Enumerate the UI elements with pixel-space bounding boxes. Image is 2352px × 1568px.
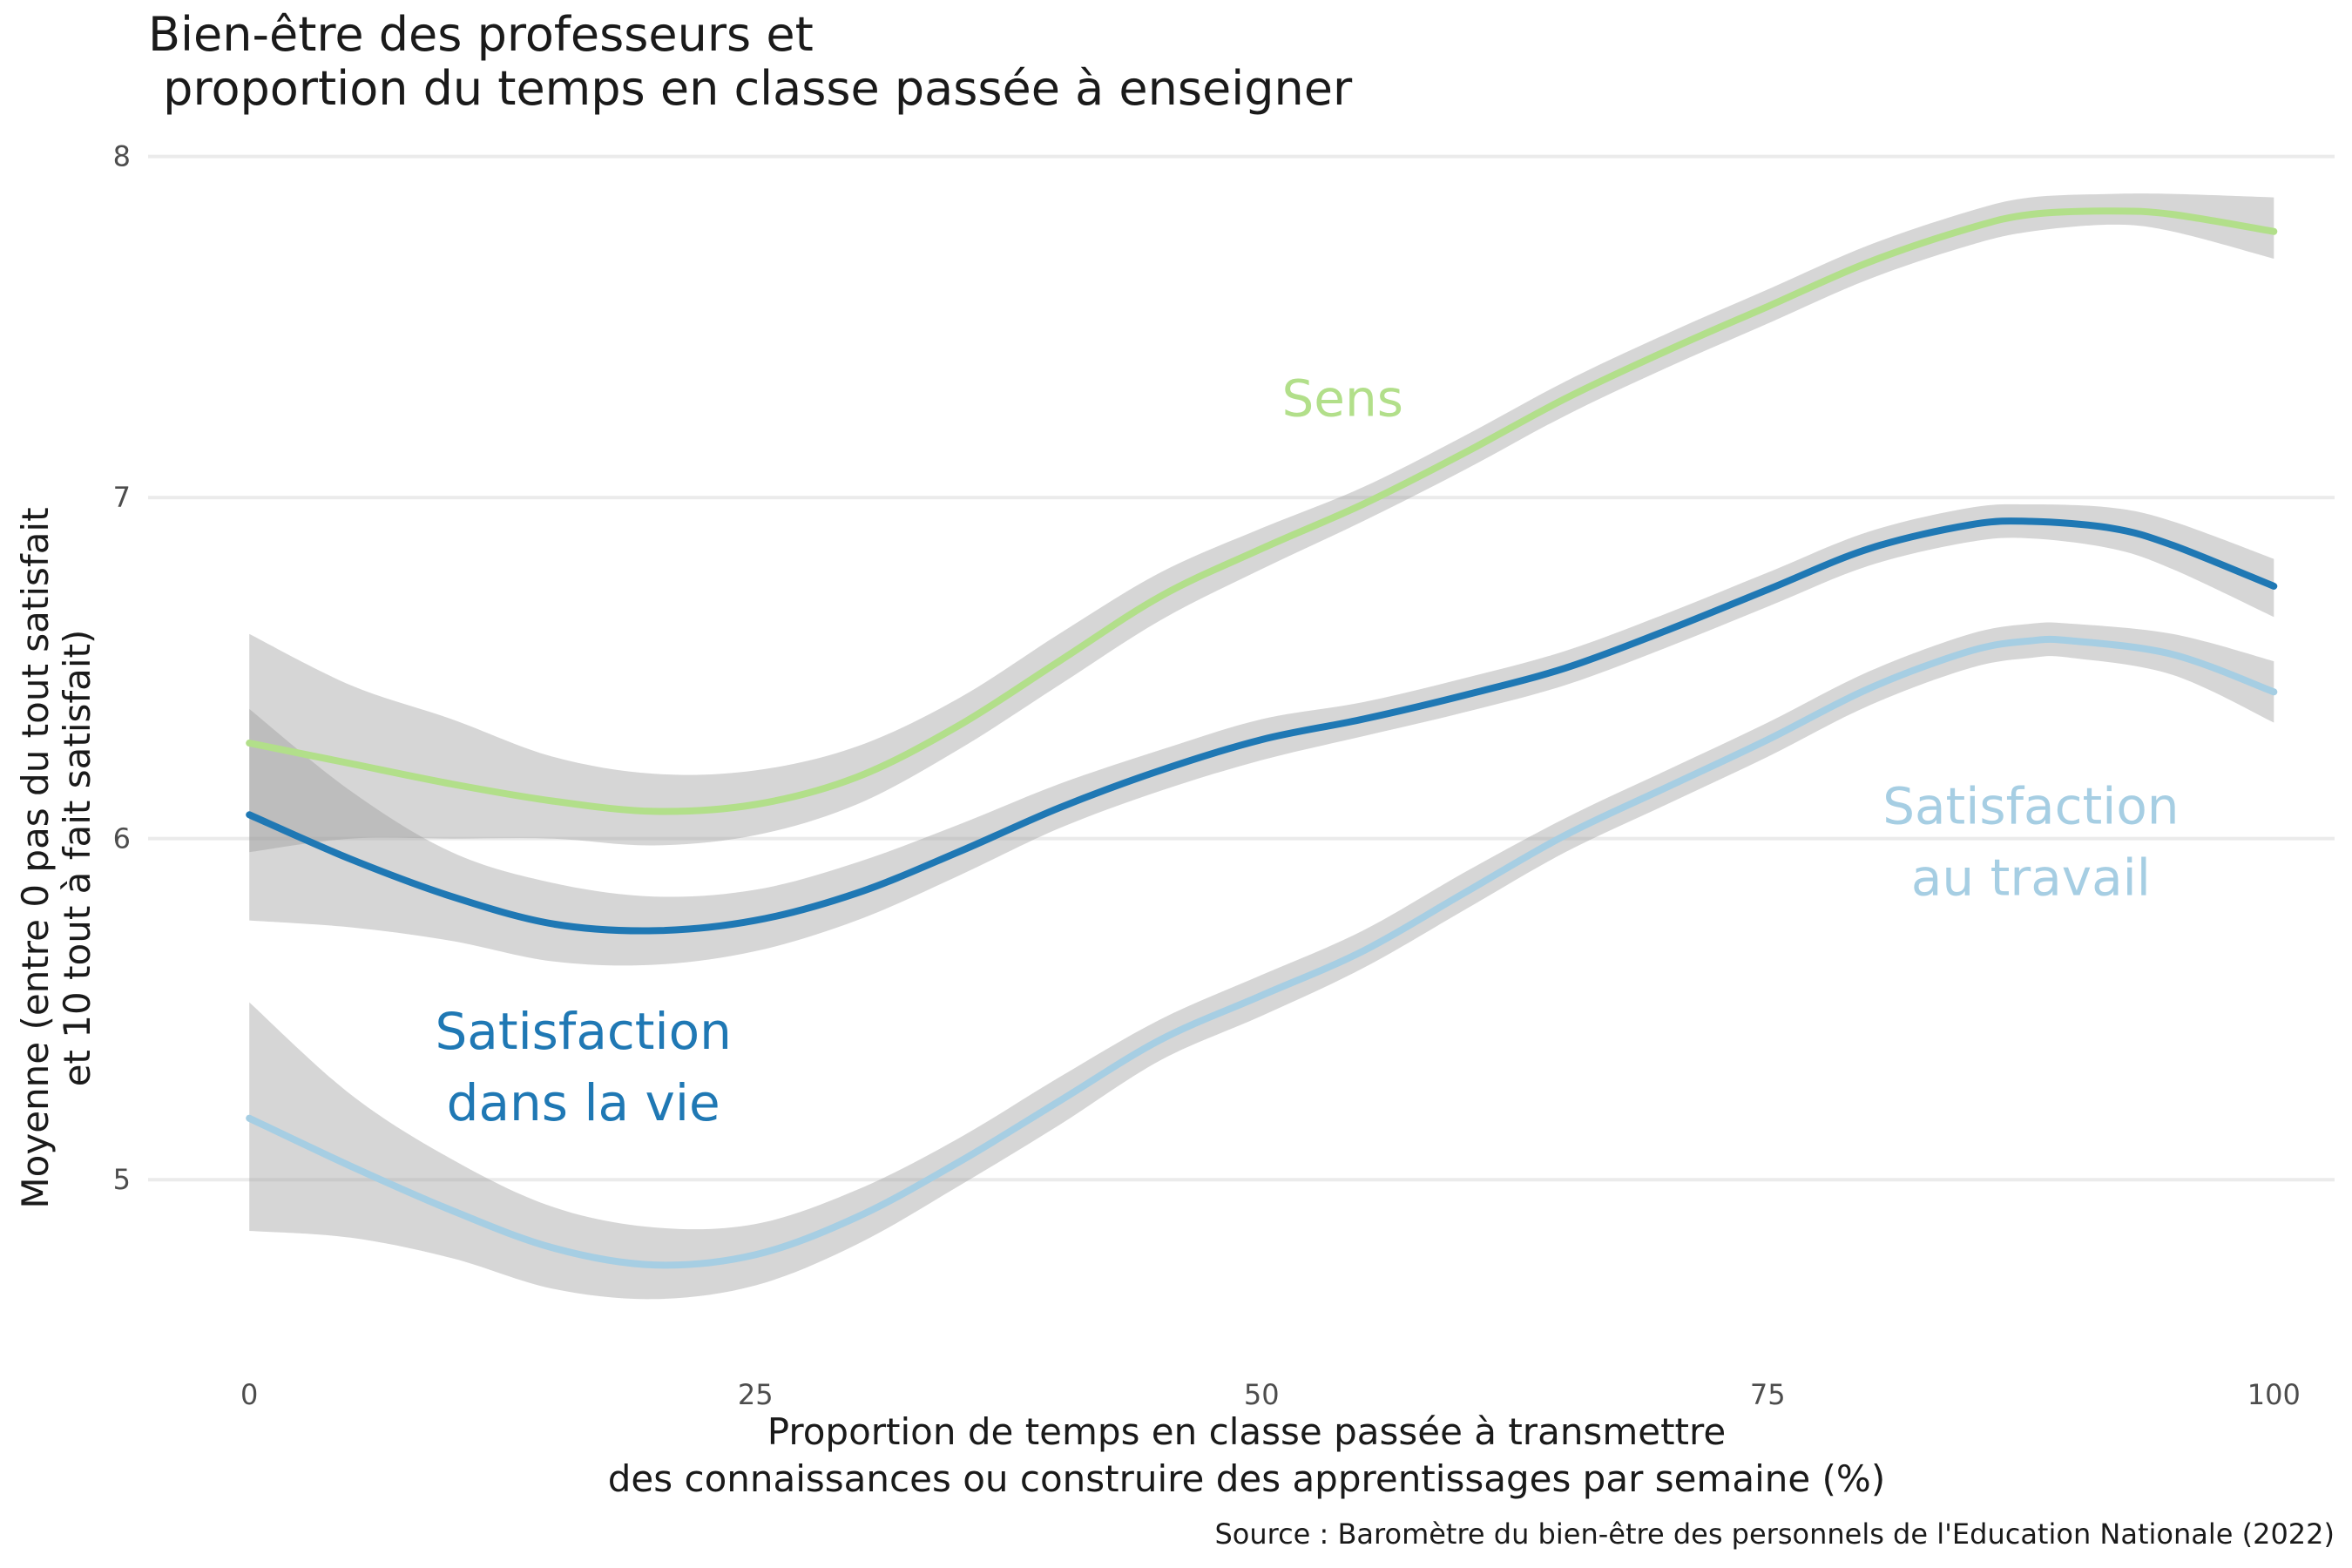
y-tick-label: 8 bbox=[113, 140, 131, 173]
x-tick-label: 25 bbox=[738, 1378, 774, 1411]
y-axis-title: Moyenne (entre 0 pas du tout satisfait e… bbox=[14, 507, 98, 1208]
x-axis-title-line-2: des connaissances ou construire des appr… bbox=[608, 1457, 1885, 1500]
y-axis-title-line-2: et 10 tout à fait satisfait) bbox=[56, 630, 98, 1087]
y-tick-label: 5 bbox=[113, 1163, 131, 1196]
x-tick-label: 75 bbox=[1750, 1378, 1786, 1411]
series-labels: Sens Satisfaction dans la vie Satisfaction a… bbox=[435, 369, 2179, 1132]
y-tick-label: 6 bbox=[113, 822, 131, 855]
series-label-1: Sens bbox=[1281, 369, 1402, 429]
x-tick-label: 100 bbox=[2247, 1378, 2301, 1411]
series-label-3: au travail bbox=[1911, 848, 2151, 908]
series-line-2 bbox=[246, 517, 2278, 935]
series-label-2: dans la vie bbox=[447, 1073, 720, 1132]
confidence-ribbons bbox=[249, 193, 2274, 1300]
x-axis-ticks: 0 25 50 75 100 bbox=[240, 1378, 2301, 1411]
title-line-1: Bien-être des professeurs et bbox=[148, 7, 814, 62]
confidence-ribbon-3 bbox=[249, 622, 2274, 1300]
x-tick-label: 0 bbox=[240, 1378, 258, 1411]
series-line-1 bbox=[246, 207, 2278, 815]
gridlines bbox=[148, 154, 2335, 1182]
y-axis-title-line-1: Moyenne (entre 0 pas du tout satisfait bbox=[14, 507, 57, 1208]
x-axis-title: Proportion de temps en classe passée à t… bbox=[608, 1410, 1885, 1500]
y-axis-ticks: 5 6 7 8 bbox=[113, 140, 131, 1197]
x-tick-label: 50 bbox=[1244, 1378, 1280, 1411]
series-label-3: Satisfaction bbox=[1882, 777, 2179, 836]
title-line-2: proportion du temps en classe passée à e… bbox=[148, 61, 1353, 116]
y-tick-label: 7 bbox=[113, 481, 131, 514]
series-line-3 bbox=[246, 635, 2278, 1269]
source-caption: Source : Baromètre du bien-être des pers… bbox=[1214, 1517, 2335, 1551]
confidence-ribbon-2 bbox=[249, 504, 2274, 966]
series-label-2: Satisfaction bbox=[435, 1002, 731, 1061]
x-axis-title-line-1: Proportion de temps en classe passée à t… bbox=[767, 1410, 1726, 1453]
chart-title: Bien-être des professeurs et proportion … bbox=[148, 7, 1353, 116]
series-lines bbox=[246, 207, 2278, 1269]
